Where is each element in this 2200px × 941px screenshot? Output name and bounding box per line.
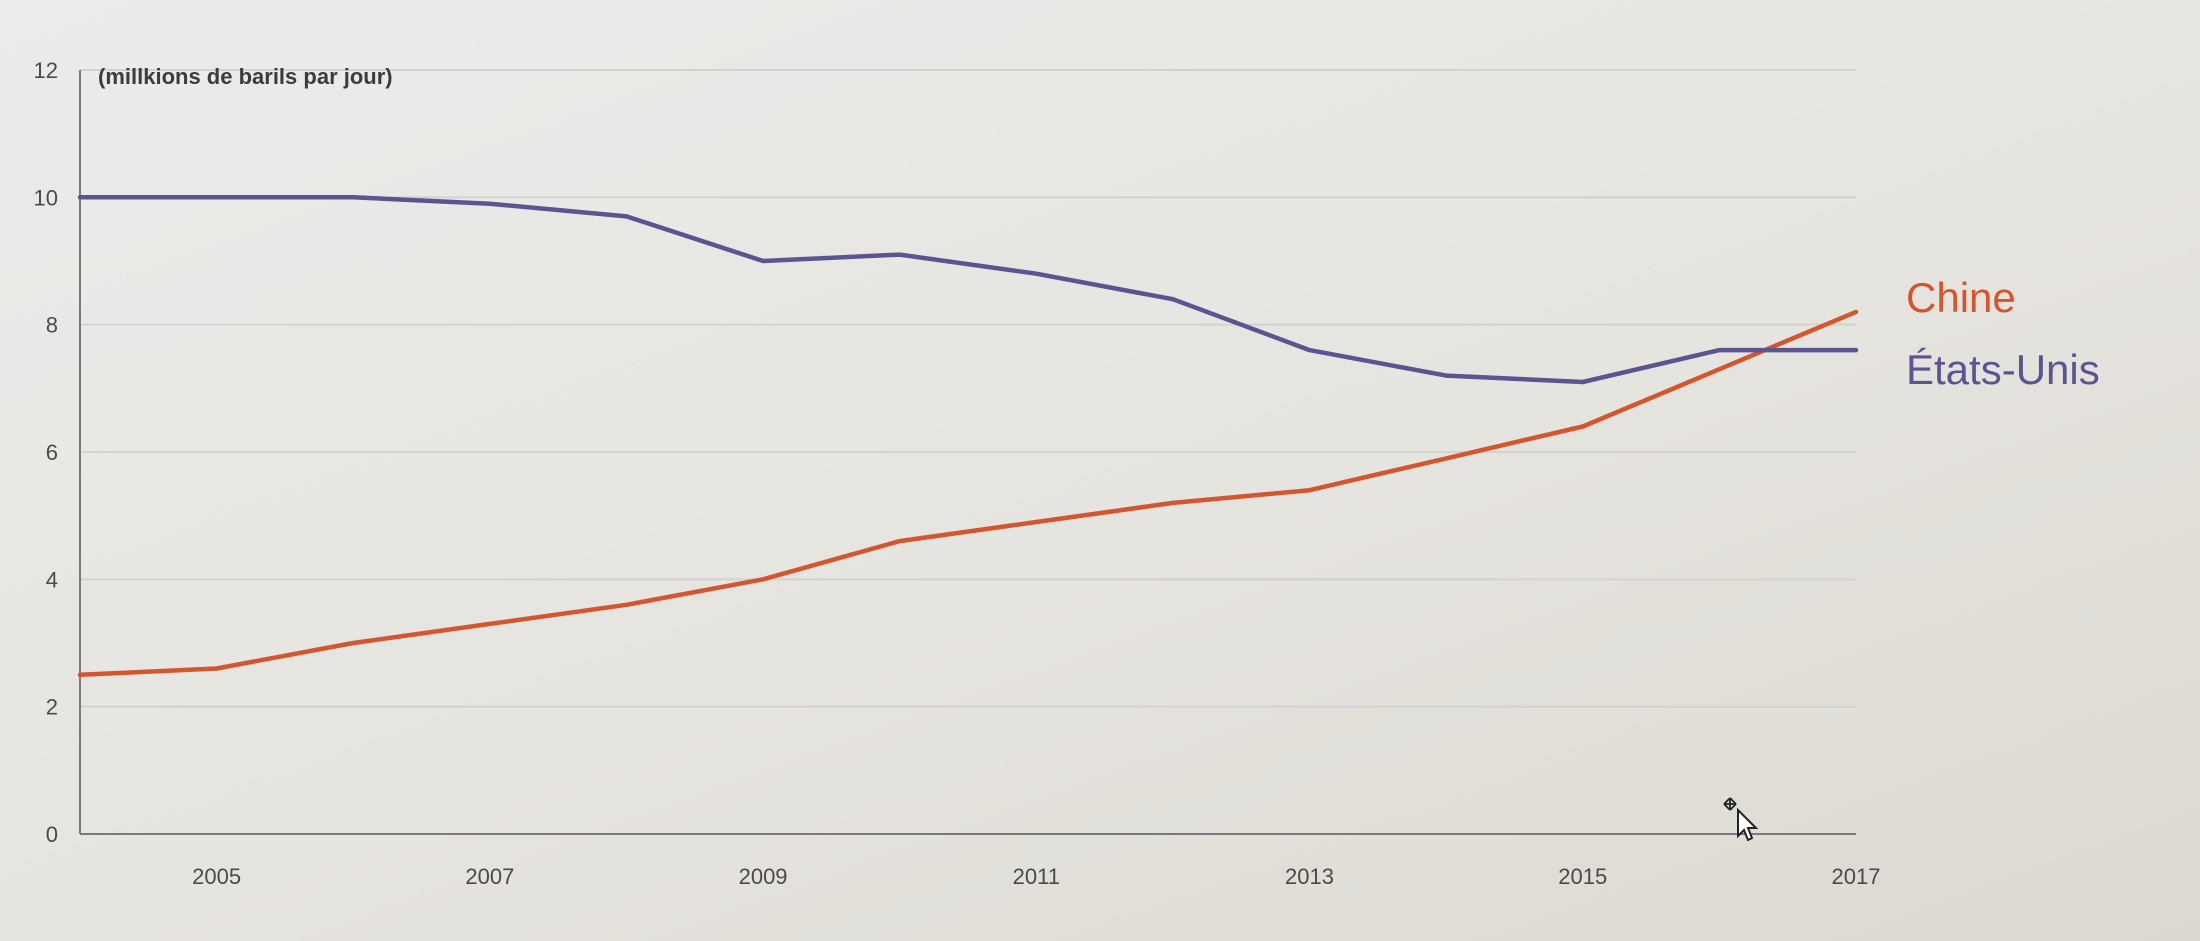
x-tick-label: 2009 <box>739 864 788 889</box>
data-point <box>1581 380 1585 384</box>
x-tick-labels: 2005 2007 2009 2011 2013 2015 2017 <box>192 864 1880 889</box>
gridlines <box>80 69 1856 708</box>
data-point <box>78 673 82 677</box>
x-tick-label: 2015 <box>1558 864 1607 889</box>
data-point <box>488 622 492 626</box>
data-point <box>215 195 219 199</box>
y-tick-label: 0 <box>46 822 58 847</box>
data-point <box>761 259 765 263</box>
move-cursor-icon <box>1722 796 1762 846</box>
y-tick-label: 2 <box>46 695 58 720</box>
data-point <box>1171 501 1175 505</box>
data-point <box>1308 348 1312 352</box>
series-line-etats-unis <box>77 195 1859 385</box>
data-point <box>1171 297 1175 301</box>
data-point <box>78 195 82 199</box>
legend-label-etats-unis: États-Unis <box>1906 346 2100 393</box>
data-point <box>1854 348 1858 352</box>
y-tick-labels: 0 2 4 6 8 10 12 <box>34 58 58 847</box>
unit-label: (millkions de barils par jour) <box>98 64 393 89</box>
x-tick-label: 2007 <box>465 864 514 889</box>
data-point <box>761 577 765 581</box>
legend-label-chine: Chine <box>1906 274 2016 321</box>
y-tick-label: 6 <box>46 440 58 465</box>
x-tick-label: 2013 <box>1285 864 1334 889</box>
x-tick-label: 2017 <box>1832 864 1881 889</box>
data-point <box>215 666 219 670</box>
data-point <box>1717 367 1721 371</box>
y-tick-label: 10 <box>34 185 58 210</box>
data-point <box>1581 425 1585 429</box>
data-point <box>898 253 902 257</box>
series-line-chine <box>77 309 1859 678</box>
data-point <box>624 214 628 218</box>
data-point <box>351 195 355 199</box>
data-point <box>1444 456 1448 460</box>
data-point <box>1034 272 1038 276</box>
data-point <box>1034 520 1038 524</box>
data-point <box>1854 310 1858 314</box>
x-tick-label: 2005 <box>192 864 241 889</box>
data-point <box>1444 374 1448 378</box>
y-tick-label: 4 <box>46 567 58 592</box>
data-point <box>1308 488 1312 492</box>
data-point <box>898 539 902 543</box>
data-point <box>488 202 492 206</box>
y-tick-label: 12 <box>34 58 58 83</box>
legend: Chine États-Unis <box>1906 274 2100 393</box>
x-tick-label: 2011 <box>1013 864 1060 889</box>
data-point <box>351 641 355 645</box>
data-point <box>1717 348 1721 352</box>
series-lines <box>77 195 1859 678</box>
y-tick-label: 8 <box>46 313 58 338</box>
data-point <box>624 603 628 607</box>
